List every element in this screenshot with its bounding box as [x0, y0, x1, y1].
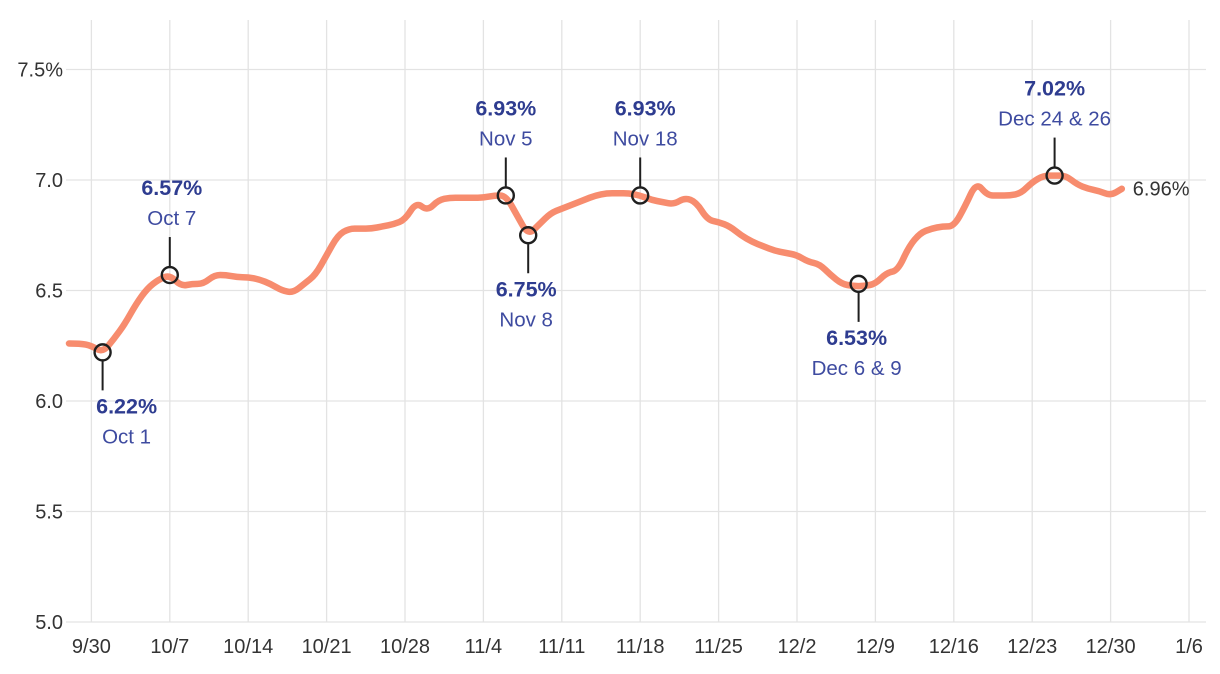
x-tick-label: 12/2 [778, 636, 817, 658]
annotation-date: Nov 5 [479, 127, 533, 150]
annotation-value: 6.93% [615, 96, 676, 120]
y-tick-label: 7.5% [17, 60, 63, 82]
x-tick-label: 10/7 [150, 636, 189, 658]
x-tick-label: 12/9 [856, 636, 895, 658]
annotation-date: Nov 18 [613, 127, 678, 150]
annotation-date: Oct 7 [147, 207, 196, 230]
y-tick-label: 5.0 [35, 612, 63, 634]
x-tick-label: 12/23 [1007, 636, 1057, 658]
annotation-value: 7.02% [1024, 77, 1085, 101]
y-tick-label: 6.0 [35, 391, 63, 413]
x-tick-label: 10/28 [380, 636, 430, 658]
x-tick-label: 1/6 [1175, 636, 1203, 658]
annotation-value: 6.53% [826, 326, 887, 350]
end-value-label: 6.96% [1133, 178, 1190, 200]
annotations: 6.22% Oct 1 6.57% Oct 7 6.93% Nov 5 6.75% Nov 8… [93, 77, 1190, 448]
x-tick-label: 11/25 [694, 636, 743, 658]
rate-line-path [65, 172, 1126, 354]
annotation-date: Oct 1 [102, 425, 151, 448]
x-tick-label: 11/11 [538, 636, 585, 658]
annotation-date: Nov 8 [499, 308, 553, 331]
x-tick-label: 9/30 [72, 636, 111, 658]
annotation-date: Dec 6 & 9 [812, 357, 902, 380]
data-point-marker [631, 186, 650, 205]
annotation-value: 6.75% [496, 277, 557, 301]
y-tick-label: 5.5 [35, 502, 63, 524]
annotation-value: 6.22% [96, 394, 157, 418]
annotation-value: 6.57% [141, 176, 202, 200]
x-tick-label: 10/21 [302, 636, 352, 658]
annotation-date: Dec 24 & 26 [998, 108, 1111, 131]
axis-labels: 7.5% 7.0 6.5 6.0 5.5 5.0 9/30 10/7 10/14 10/21 10/… [17, 60, 1203, 659]
x-tick-label: 10/14 [223, 636, 273, 658]
data-point-marker [160, 265, 180, 285]
y-tick-label: 7.0 [35, 170, 63, 192]
x-tick-label: 11/18 [616, 636, 665, 658]
gridlines [66, 20, 1206, 623]
data-point-marker [1045, 166, 1064, 185]
data-point-marker [93, 343, 112, 362]
data-point-marker [519, 226, 538, 245]
y-tick-label: 6.5 [35, 281, 63, 303]
data-point-marker [849, 274, 868, 294]
data-point-marker [496, 186, 515, 205]
annotation-value: 6.93% [475, 96, 536, 120]
rate-line [65, 172, 1126, 354]
x-tick-label: 12/16 [929, 636, 979, 658]
x-tick-label: 11/4 [465, 636, 502, 658]
x-tick-label: 12/30 [1086, 636, 1136, 658]
